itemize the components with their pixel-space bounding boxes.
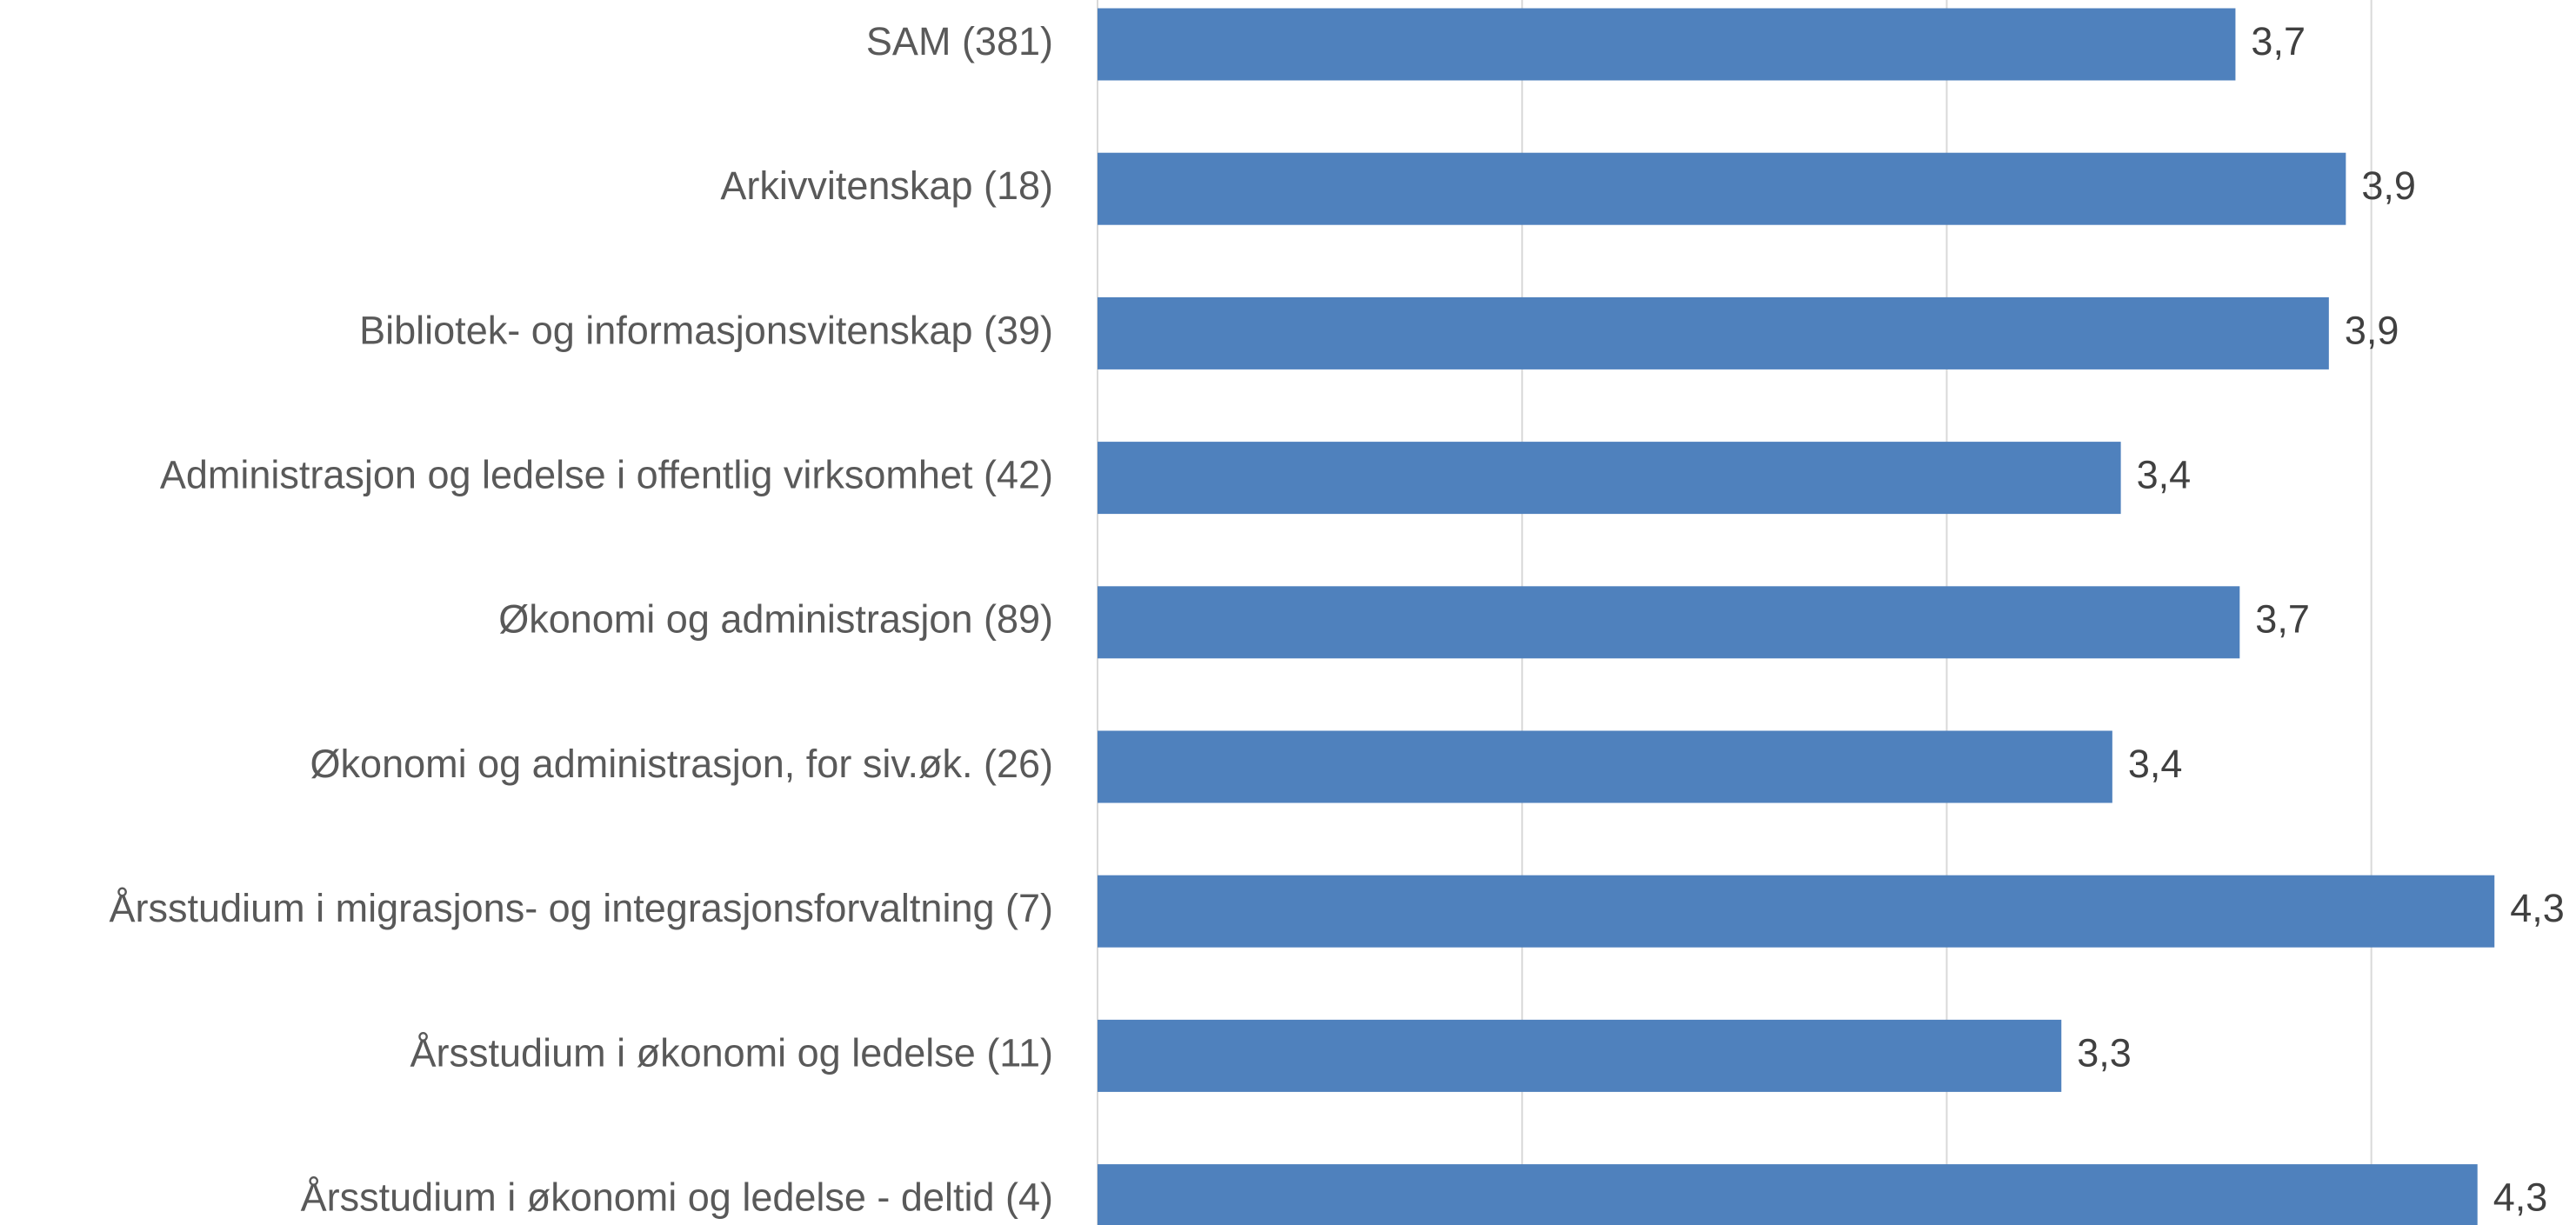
bar [1098, 1019, 2062, 1092]
value-label: 3,9 [2361, 163, 2416, 208]
value-label: 4,3 [2510, 886, 2565, 930]
value-label: 3,4 [2128, 742, 2183, 786]
bar [1098, 875, 2495, 948]
bar [1098, 8, 2236, 81]
bar [1098, 442, 2121, 515]
category-label: Årsstudium i økonomi og ledelse (11) [410, 1030, 1053, 1075]
category-label: Bibliotek- og informasjonsvitenskap (39) [359, 308, 1053, 352]
value-label: 3,9 [2345, 308, 2399, 352]
value-label: 4,3 [2493, 1175, 2548, 1219]
category-label: Årsstudium i migrasjons- og integrasjons… [110, 886, 1053, 930]
value-label: 3,7 [2255, 597, 2310, 642]
category-label: Årsstudium i økonomi og ledelse - deltid… [301, 1175, 1053, 1219]
category-label: Økonomi og administrasjon (89) [498, 597, 1053, 642]
bar [1098, 730, 2112, 803]
value-label: 3,3 [2077, 1030, 2132, 1075]
bar [1098, 152, 2346, 225]
bar [1098, 1164, 2478, 1225]
category-label: Økonomi og administrasjon, for siv.øk. (… [310, 742, 1053, 786]
bar [1098, 586, 2240, 659]
value-label: 3,7 [2251, 19, 2306, 63]
bar [1098, 296, 2329, 369]
category-label: Administrasjon og ledelse i offentlig vi… [160, 452, 1053, 496]
category-label: SAM (381) [866, 19, 1053, 63]
category-label: Arkivvitenskap (18) [720, 163, 1053, 208]
value-label: 3,4 [2137, 452, 2192, 496]
